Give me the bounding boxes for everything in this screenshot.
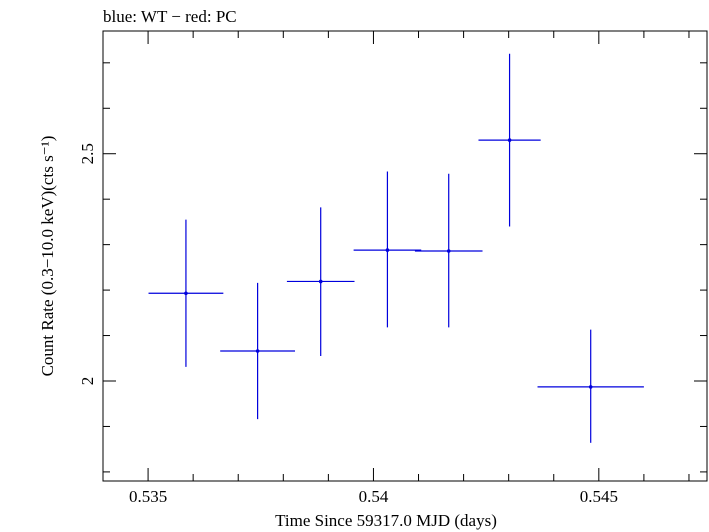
chart-title: blue: WT − red: PC [103,7,237,26]
x-tick-label: 0.535 [129,487,167,506]
data-marker [255,349,260,353]
plot-frame [102,30,708,482]
data-marker [507,138,512,142]
x-tick-label: 0.545 [580,487,618,506]
data-series [148,53,644,443]
y-tick-label: 2.5 [78,143,97,164]
data-marker [318,279,323,284]
data-point [414,173,483,328]
y-axis-title: Count Rate (0.3−10.0 keV)(cts s⁻¹) [38,136,57,377]
y-tick-label: 2 [78,377,97,386]
axis-ticks [102,31,707,481]
data-marker [446,249,451,253]
data-point [220,282,296,420]
x-tick-label: 0.54 [359,487,389,506]
data-marker [385,248,390,252]
x-axis-title: Time Since 59317.0 MJD (days) [275,511,497,530]
data-point [353,171,422,328]
data-marker [588,385,593,389]
data-marker [184,291,188,296]
data-point [286,207,355,356]
data-point [478,53,541,227]
axis-tick-labels: 0.535 0.54 0.545 2 2.5 [78,143,618,506]
data-point [148,219,224,367]
data-point [537,329,644,443]
